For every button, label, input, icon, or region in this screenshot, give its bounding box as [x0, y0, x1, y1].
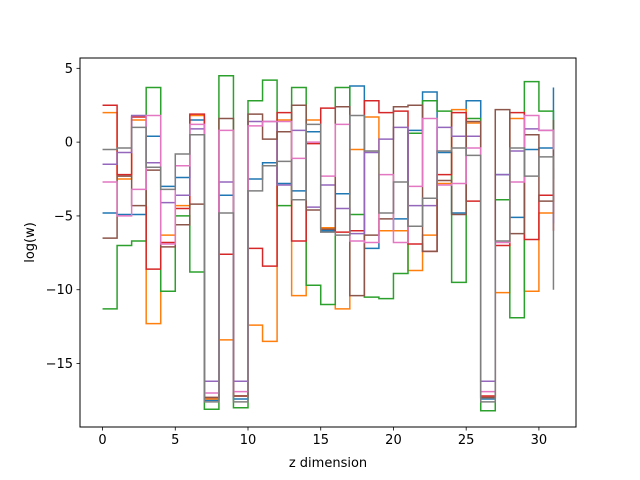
series-line-8: [102, 114, 555, 403]
x-axis-label: z dimension: [289, 456, 367, 471]
x-tick-label: 10: [240, 433, 257, 448]
x-tick-label: 20: [385, 433, 402, 448]
y-tick-label: −15: [46, 357, 73, 372]
y-tick-label: −5: [54, 209, 73, 224]
y-tick-label: 0: [65, 136, 73, 151]
x-tick-label: 15: [312, 433, 329, 448]
series-layer: [102, 74, 555, 412]
y-tick-label: 5: [65, 62, 73, 77]
plot-frame: [79, 57, 577, 428]
x-tick-label: 5: [171, 433, 179, 448]
x-tick-label: 25: [458, 433, 475, 448]
x-tick-label: 0: [98, 433, 106, 448]
y-axis: 5 0 −5 −10 −15: [46, 62, 80, 372]
y-axis-label: log(w): [23, 222, 38, 263]
x-tick-label: 30: [531, 433, 548, 448]
x-axis: 0 5 10 15 20 25 30: [98, 427, 547, 448]
y-tick-label: −10: [46, 283, 73, 298]
